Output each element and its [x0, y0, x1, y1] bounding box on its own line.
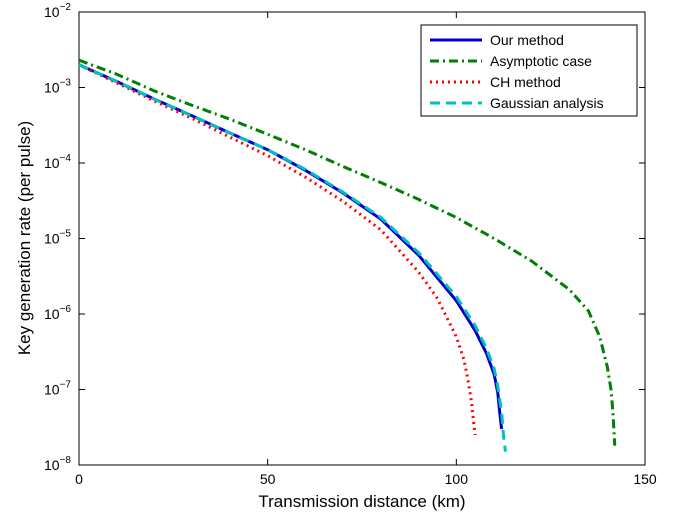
legend: Our method Asymptotic case CH method Gaussi…	[420, 24, 638, 117]
y-tick-label-6: 10−2	[44, 2, 71, 20]
x-tick-label-1: 50	[260, 471, 276, 487]
legend-label-1: Asymptotic case	[490, 53, 592, 69]
y-tick-label-0: 10−8	[44, 455, 71, 473]
y-tick-label-4: 10−4	[44, 153, 71, 171]
ticks-layer: 0 50 100 150 10−8 10−7 10−6 10−5 10−4 10−3 10−2	[44, 2, 657, 487]
y-tick-label-3: 10−5	[44, 229, 71, 247]
x-axis-title: Transmission distance (km)	[258, 492, 465, 511]
y-tick-label-2: 10−6	[44, 304, 71, 322]
series-layer	[78, 58, 617, 452]
series-line-1	[78, 58, 617, 446]
legend-label-0: Our method	[490, 32, 564, 48]
legend-label-3: Gaussian analysis	[490, 95, 604, 111]
legend-label-2: CH method	[490, 74, 561, 90]
x-tick-label-0: 0	[75, 471, 83, 487]
x-tick-label-3: 150	[633, 471, 657, 487]
y-tick-label-1: 10−7	[44, 380, 71, 398]
x-tick-label-2: 100	[445, 471, 469, 487]
y-axis-title: Key generation rate (per pulse)	[15, 121, 34, 355]
y-tick-label-5: 10−3	[44, 78, 71, 96]
series-line-3	[78, 63, 507, 452]
